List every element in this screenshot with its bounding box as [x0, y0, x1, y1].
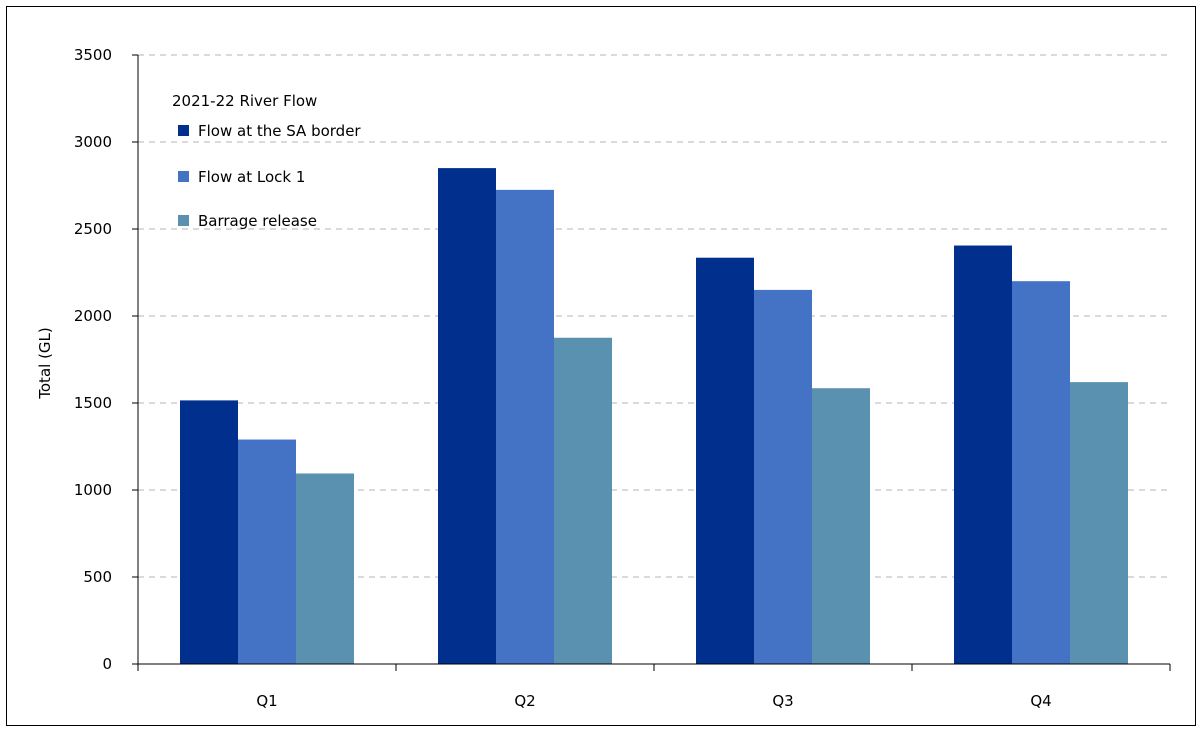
x-tick-label: Q3: [772, 692, 793, 710]
y-tick-label: 3500: [74, 46, 112, 64]
bar-q3-series-3: [812, 388, 870, 664]
bar-q4-series-2: [1012, 281, 1070, 664]
bar-q2-series-2: [496, 189, 554, 664]
y-tick-label: 1000: [74, 481, 112, 499]
x-tick-label: Q1: [256, 692, 277, 710]
y-tick-label: 0: [102, 655, 112, 673]
legend-swatch: [178, 171, 189, 182]
legend-label: Flow at the SA border: [198, 122, 361, 140]
bar-q1-series-3: [296, 473, 354, 664]
y-tick-label: 500: [83, 568, 112, 586]
legend-label: Barrage release: [198, 212, 317, 230]
legend-title: 2021-22 River Flow: [172, 92, 317, 110]
bar-q3-series-2: [754, 289, 812, 664]
legend-swatch: [178, 125, 189, 136]
y-tick-label: 3000: [74, 133, 112, 151]
legend-swatch: [178, 215, 189, 226]
x-tick-label: Q2: [514, 692, 535, 710]
bars: [180, 168, 1128, 664]
y-tick-label: 2500: [74, 220, 112, 238]
bar-q4-series-1: [954, 245, 1012, 664]
bar-q2-series-1: [438, 168, 496, 664]
bar-q2-series-3: [554, 337, 612, 664]
legend: 2021-22 River Flow Flow at the SA border…: [172, 92, 361, 230]
y-tick-labels: 0 500 1000 1500 2000 2500 3000 3500: [74, 46, 138, 673]
bar-q1-series-2: [238, 439, 296, 664]
y-tick-label: 2000: [74, 307, 112, 325]
bar-q3-series-1: [696, 257, 754, 664]
y-tick-label: 1500: [74, 394, 112, 412]
bar-q1-series-1: [180, 400, 238, 664]
y-axis-label: Total (GL): [36, 327, 54, 399]
x-tick-label: Q4: [1030, 692, 1051, 710]
legend-label: Flow at Lock 1: [198, 168, 305, 186]
x-tick-labels: Q1 Q2 Q3 Q4: [137, 664, 1171, 710]
bar-q4-series-3: [1070, 382, 1128, 664]
